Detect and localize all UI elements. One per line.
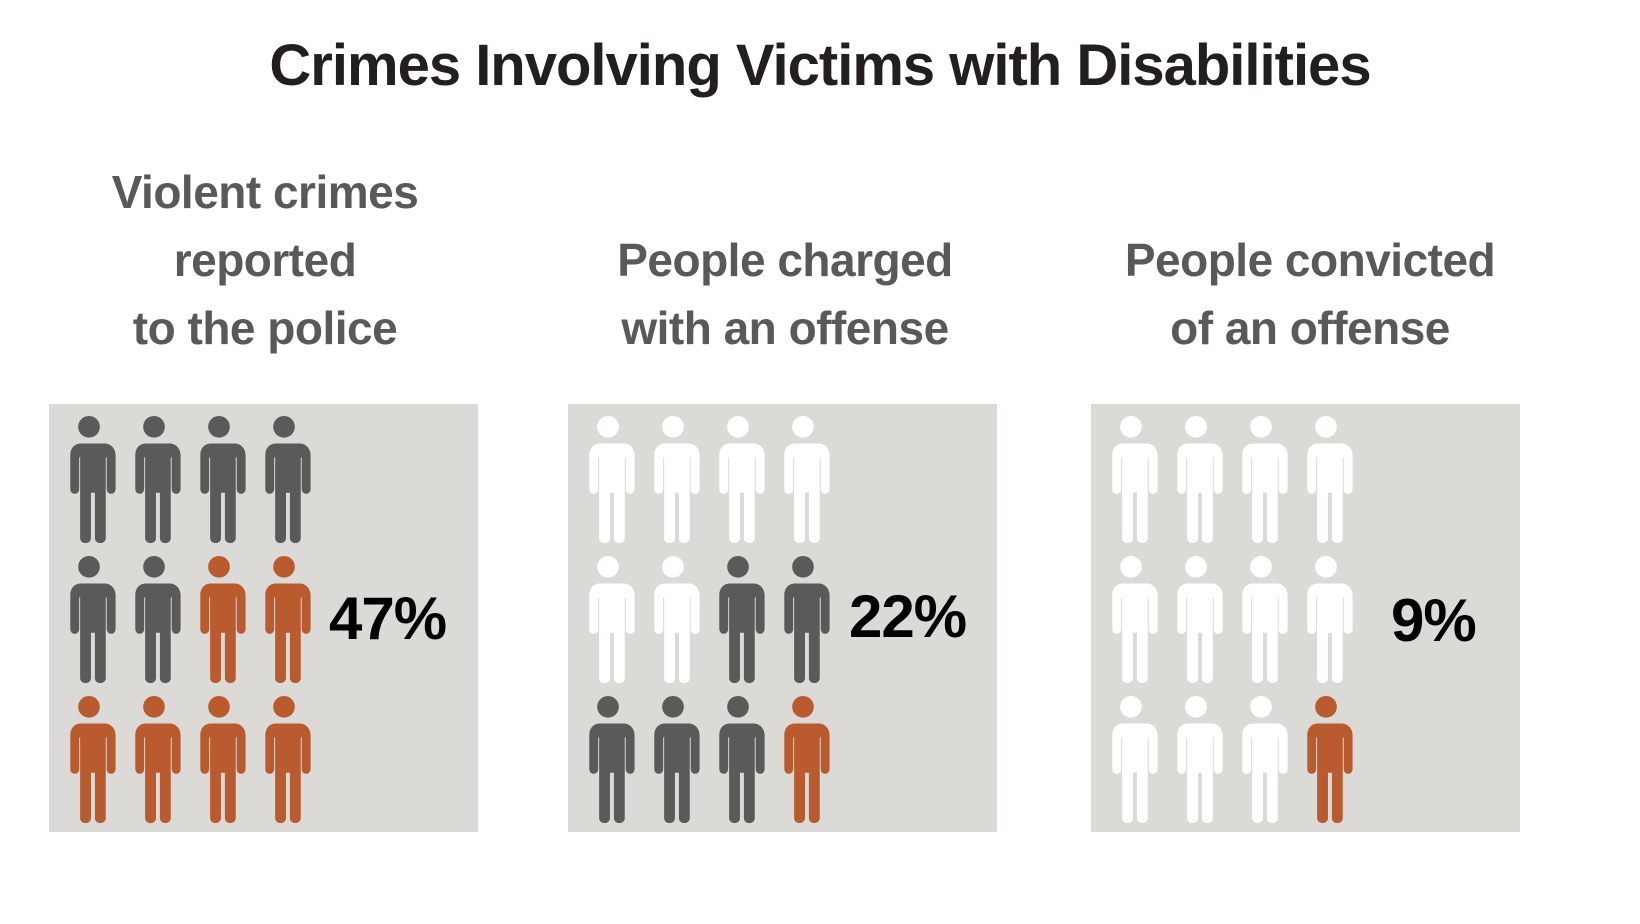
person-icon — [578, 412, 638, 546]
person-icon — [1166, 552, 1226, 686]
panel-convicted: 9% — [1091, 404, 1520, 832]
person-icon — [254, 412, 314, 546]
person-icon — [1231, 552, 1291, 686]
person-icon — [1166, 692, 1226, 826]
person-icon — [254, 692, 314, 826]
person-icon — [59, 552, 119, 686]
person-icon — [189, 412, 249, 546]
person-icon-grid — [578, 412, 840, 824]
person-icon — [124, 692, 184, 826]
person-icon — [254, 552, 314, 686]
panel-charged: 22% — [568, 404, 997, 832]
person-icon — [59, 412, 119, 546]
person-icon-grid — [59, 412, 321, 824]
percent-value: 47% — [329, 585, 447, 652]
person-icon — [773, 412, 833, 546]
panel-2-label: People charged with an offense — [617, 234, 953, 354]
person-icon — [578, 692, 638, 826]
person-icon — [124, 412, 184, 546]
person-icon — [1296, 552, 1356, 686]
person-icon — [1231, 692, 1291, 826]
person-icon — [708, 552, 768, 686]
person-icon — [643, 412, 703, 546]
person-icon — [124, 552, 184, 686]
person-icon — [643, 552, 703, 686]
person-icon — [1296, 692, 1356, 826]
person-icon — [578, 552, 638, 686]
panel-3-label: People convicted of an offense — [1124, 234, 1496, 354]
panel-1-label: Violent crimes reported to the police — [111, 166, 419, 354]
person-icon — [773, 552, 833, 686]
percent-value: 22% — [849, 583, 967, 650]
person-icon — [1101, 552, 1161, 686]
person-icon-grid — [1101, 412, 1363, 824]
person-icon — [59, 692, 119, 826]
person-icon — [1231, 412, 1291, 546]
person-icon — [1101, 692, 1161, 826]
panel-reported: 47% — [49, 404, 478, 832]
person-icon — [773, 692, 833, 826]
chart-title: Crimes Involving Victims with Disabiliti… — [269, 33, 1371, 98]
person-icon — [1166, 412, 1226, 546]
person-icon — [1101, 412, 1161, 546]
person-icon — [708, 692, 768, 826]
person-icon — [189, 692, 249, 826]
person-icon — [643, 692, 703, 826]
person-icon — [189, 552, 249, 686]
person-icon — [708, 412, 768, 546]
percent-value: 9% — [1391, 587, 1477, 654]
person-icon — [1296, 412, 1356, 546]
